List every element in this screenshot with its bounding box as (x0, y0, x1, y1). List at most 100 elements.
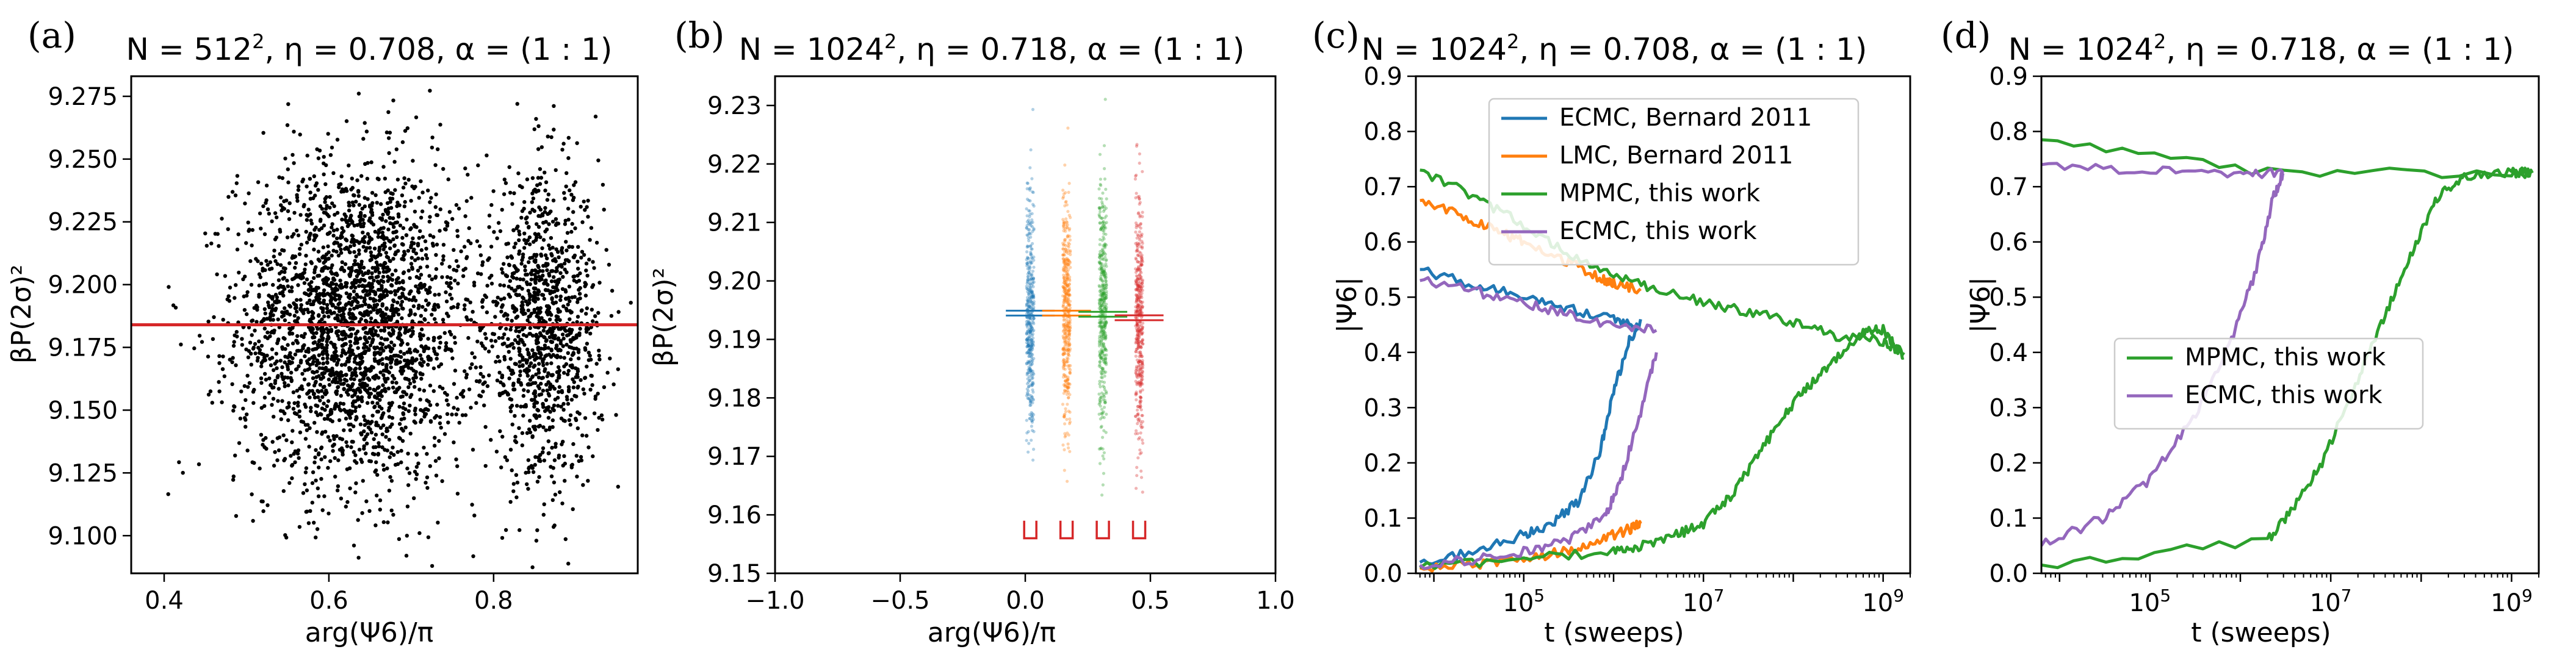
scatter-point (311, 331, 316, 335)
scatter-point (381, 463, 386, 467)
scatter-point (1031, 388, 1034, 392)
scatter-point (616, 310, 621, 314)
scatter-point (353, 370, 358, 375)
scatter-point (568, 423, 572, 427)
scatter-point (629, 301, 633, 305)
scatter-point (548, 312, 552, 316)
scatter-point (1099, 291, 1103, 295)
scatter-point (505, 344, 510, 348)
scatter-point (544, 398, 549, 403)
scatter-point (535, 356, 539, 360)
scatter-point (368, 421, 372, 426)
scatter-point (539, 381, 543, 386)
scatter-point (404, 296, 408, 301)
scatter-point (361, 479, 365, 483)
scatter-point (442, 390, 447, 395)
scatter-point (320, 330, 325, 334)
scatter-point (560, 246, 565, 250)
scatter-point (273, 362, 277, 366)
scatter-point (491, 299, 496, 304)
scatter-point (419, 357, 424, 361)
scatter-point (484, 336, 488, 340)
scatter-point (508, 409, 513, 414)
scatter-point (370, 271, 374, 276)
scatter-point (401, 411, 405, 415)
scatter-point (500, 434, 505, 439)
scatter-point (516, 378, 521, 382)
scatter-point (311, 311, 316, 315)
scatter-point (571, 507, 575, 511)
scatter-point (332, 242, 336, 246)
scatter-point (1099, 184, 1103, 187)
scatter-point (295, 451, 300, 456)
scatter-point (536, 124, 541, 128)
scatter-point (1097, 284, 1101, 287)
scatter-point (370, 285, 375, 289)
scatter-point (399, 369, 403, 373)
scatter-point (381, 270, 386, 274)
scatter-point (575, 369, 580, 373)
scatter-point (259, 343, 264, 348)
scatter-point (372, 345, 377, 349)
scatter-point (292, 129, 296, 134)
scatter-point (582, 253, 586, 257)
scatter-point (319, 457, 323, 462)
scatter-point (1102, 384, 1105, 388)
scatter-point (554, 259, 558, 263)
scatter-point (1067, 421, 1072, 426)
scatter-point (289, 285, 294, 290)
scatter-point (487, 225, 491, 229)
scatter-point (470, 351, 474, 356)
scatter-point (332, 359, 336, 363)
scatter-point (357, 353, 361, 357)
scatter-point (381, 212, 385, 217)
scatter-point (527, 427, 532, 432)
scatter-point (566, 385, 571, 389)
scatter-point (1030, 218, 1034, 222)
scatter-point (401, 271, 406, 276)
scatter-point (536, 188, 541, 193)
scatter-point (456, 206, 461, 211)
scatter-point (521, 393, 525, 398)
scatter-point (562, 356, 566, 360)
scatter-point (357, 202, 361, 207)
scatter-point (511, 383, 516, 387)
scatter-point (361, 372, 366, 376)
scatter-point (283, 270, 287, 274)
scatter-point (528, 356, 532, 360)
scatter-point (312, 395, 317, 399)
scatter-point (489, 438, 493, 442)
scatter-point (277, 299, 281, 304)
scatter-point (375, 201, 379, 205)
scatter-point (309, 302, 313, 306)
scatter-point (568, 413, 573, 418)
scatter-point (312, 520, 316, 525)
scatter-point (533, 232, 537, 236)
scatter-point (1104, 431, 1108, 434)
scatter-point (399, 460, 403, 465)
scatter-point (399, 448, 403, 453)
scatter-point (343, 284, 348, 288)
scatter-point (1027, 239, 1031, 243)
scatter-point (314, 225, 318, 230)
scatter-point (486, 349, 491, 354)
scatter-point (392, 354, 396, 358)
scatter-point (550, 425, 555, 429)
scatter-point (536, 408, 541, 413)
scatter-point (391, 385, 395, 390)
scatter-point (242, 294, 246, 299)
scatter-point (544, 406, 549, 410)
scatter-point (276, 387, 281, 391)
scatter-point (413, 420, 417, 425)
scatter-point (406, 483, 411, 487)
scatter-point (468, 366, 472, 370)
scatter-point (352, 250, 356, 254)
scatter-point (499, 380, 503, 384)
scatter-point (1099, 177, 1102, 181)
scatter-point (560, 390, 565, 395)
scatter-point (1029, 244, 1033, 248)
scatter-point (1103, 274, 1106, 278)
scatter-point (552, 387, 557, 391)
scatter-point (554, 318, 558, 322)
scatter-point (362, 296, 367, 301)
